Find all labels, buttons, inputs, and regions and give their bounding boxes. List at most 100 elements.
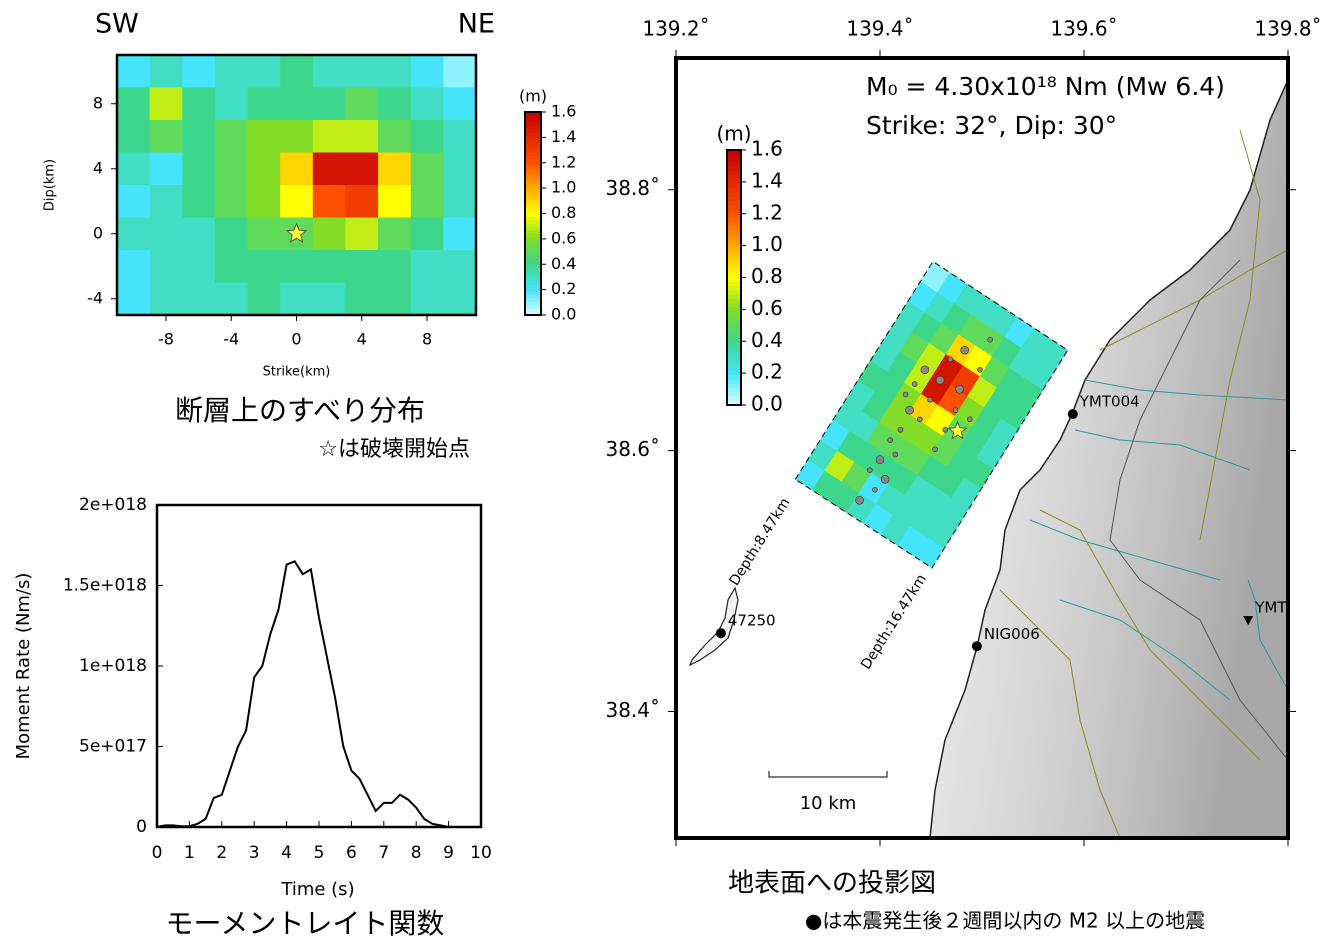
colorbar-segment <box>525 288 541 292</box>
aftershock <box>876 456 884 464</box>
colorbar-segment <box>525 285 541 289</box>
slip-cell <box>117 250 150 283</box>
colorbar-segment <box>727 329 741 334</box>
slip-cell <box>215 120 248 153</box>
aftershock <box>956 385 964 393</box>
station-marker <box>716 628 726 638</box>
slip-cell <box>378 88 411 121</box>
colorbar-label: (m) <box>716 122 751 146</box>
colorbar-segment <box>727 316 741 321</box>
colorbar-segment <box>525 220 541 224</box>
colorbar-tick-label: 1.2 <box>751 200 783 224</box>
aftershock <box>933 447 938 452</box>
colorbar-segment <box>727 367 741 372</box>
slip-cell <box>215 55 248 88</box>
slip-cell <box>215 283 248 316</box>
slip-cell <box>411 185 444 218</box>
x-tick-label: 139.8˚ <box>1254 17 1321 41</box>
colorbar-segment <box>727 290 741 295</box>
slip-cell <box>411 88 444 121</box>
colorbar-segment <box>727 248 741 253</box>
slip-cell <box>443 153 476 186</box>
colorbar-segment <box>525 230 541 234</box>
slip-cell <box>150 55 183 88</box>
colorbar-tick-label: 1.6 <box>551 102 576 121</box>
aftershock <box>912 382 917 387</box>
title-left: SW <box>95 9 139 40</box>
slip-cell <box>378 218 411 251</box>
colorbar-segment <box>525 274 541 278</box>
colorbar-segment <box>525 261 541 265</box>
slip-cell <box>182 55 215 88</box>
colorbar-segment <box>525 183 541 187</box>
colorbar-segment <box>727 295 741 300</box>
figure: -8-4048-4048SWNEStrike(km)Dip(km)0.00.20… <box>0 0 1339 941</box>
colorbar-segment <box>727 269 741 274</box>
slip-cell <box>345 185 378 218</box>
aftershock <box>953 408 958 413</box>
slip-cell <box>378 153 411 186</box>
colorbar-segment <box>525 190 541 194</box>
colorbar-tick-label: 0.6 <box>551 228 576 247</box>
colorbar-segment <box>525 305 541 309</box>
x-tick-label: 9 <box>443 843 454 863</box>
slip-cell <box>150 88 183 121</box>
slip-cell <box>150 218 183 251</box>
colorbar-segment <box>525 180 541 184</box>
colorbar-segment <box>727 320 741 325</box>
colorbar-tick-label: 0.2 <box>551 279 576 298</box>
slip-cell <box>215 153 248 186</box>
colorbar-segment <box>525 210 541 214</box>
colorbar-tick-label: 0.2 <box>751 360 783 384</box>
slip-cell <box>411 120 444 153</box>
y-tick-label: 1.5e+018 <box>63 576 147 596</box>
slip-cell <box>345 250 378 283</box>
slip-cell <box>313 218 346 251</box>
scale-label: 10 km <box>800 793 857 814</box>
x-tick-label: 5 <box>314 843 325 863</box>
slip-cell <box>280 185 313 218</box>
slip-cell <box>248 250 281 283</box>
colorbar-segment <box>727 239 741 244</box>
colorbar-segment <box>727 333 741 338</box>
colorbar-segment <box>727 363 741 368</box>
colorbar-segment <box>525 146 541 150</box>
slip-cell <box>378 185 411 218</box>
colorbar-segment <box>525 126 541 130</box>
colorbar-segment <box>727 231 741 236</box>
caption: 断層上のすべり分布 <box>175 394 425 427</box>
colorbar-segment <box>525 247 541 251</box>
slip-cell <box>182 153 215 186</box>
colorbar-tick-label: 0.8 <box>751 264 783 288</box>
slip-cell <box>182 250 215 283</box>
colorbar-segment <box>525 149 541 153</box>
note: ☆は破壊開始点 <box>318 437 470 462</box>
colorbar-segment <box>727 205 741 210</box>
note: ●は本震発生後２週間以内の M2 以上の地震 <box>805 909 1205 933</box>
y-tick-label: 38.6˚ <box>605 437 660 461</box>
colorbar-segment <box>727 180 741 185</box>
colorbar-segment <box>525 115 541 119</box>
colorbar-tick-label: 0.0 <box>751 392 783 416</box>
depth-label: Depth:16.47km <box>858 572 930 673</box>
colorbar-segment <box>525 132 541 136</box>
colorbar-tick-label: 1.2 <box>551 152 576 171</box>
colorbar-segment <box>727 324 741 329</box>
colorbar-segment <box>727 380 741 385</box>
station-label: YMT <box>1254 599 1287 617</box>
slip-cell <box>280 88 313 121</box>
slip-cell <box>117 153 150 186</box>
slip-cell <box>248 218 281 251</box>
colorbar-tick-label: 1.4 <box>751 168 783 192</box>
colorbar-segment <box>525 129 541 133</box>
slip-cell <box>378 120 411 153</box>
colorbar-segment <box>525 217 541 221</box>
colorbar-segment <box>525 264 541 268</box>
aftershock <box>917 417 922 422</box>
colorbar-segment <box>727 167 741 172</box>
slip-cell <box>378 55 411 88</box>
aftershock <box>967 417 972 422</box>
x-axis-label: Strike(km) <box>263 365 331 380</box>
x-tick-label: 7 <box>378 843 389 863</box>
depth-label: Depth:8.47km <box>726 495 793 588</box>
